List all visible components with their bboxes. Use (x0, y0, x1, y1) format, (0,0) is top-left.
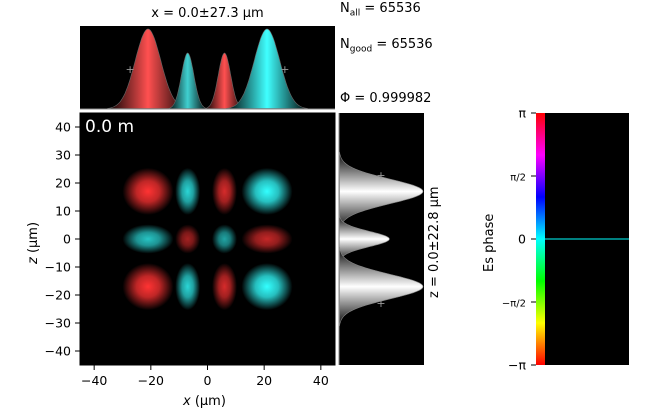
x-tick-label: 0 (204, 373, 212, 388)
colorbar-tick-label: −π (508, 358, 526, 373)
colorbar-tick-label: π/2 (510, 173, 526, 184)
hue-colorbar (536, 113, 545, 365)
colorbar-label: Es phase (482, 213, 497, 272)
spot-r1-c0 (122, 224, 174, 254)
main-plot-bg (80, 113, 335, 365)
distance-annotation: 0.0 m (85, 117, 134, 137)
spot-r2-c1 (175, 263, 201, 311)
x-axis-label: x (μm) (183, 394, 226, 409)
spot-r2-c0 (122, 263, 174, 311)
spot-r0-c0 (122, 167, 174, 215)
top-peak-1 (167, 52, 208, 109)
colorbar-tick-label: −π/2 (502, 299, 526, 310)
z-stat-title: z = 0.0±22.8 μm (427, 186, 442, 298)
spot-r2-c3 (241, 263, 293, 311)
y-tick-label: 10 (55, 204, 71, 219)
spot-r0-c1 (175, 167, 201, 215)
phase-colorbar: π π/2 0 −π/2 −π (502, 106, 629, 373)
x-sigma-marker: + (126, 63, 135, 76)
side-peak-0 (339, 151, 424, 231)
y-tick-label: −10 (45, 260, 71, 275)
spot-r1-c3 (241, 224, 293, 254)
spot-r1-c2 (212, 224, 237, 254)
y-tick-label: −20 (45, 288, 71, 303)
spot-r1-c1 (175, 224, 201, 254)
side-peak-1 (339, 214, 390, 264)
y-tick-label: 0 (63, 232, 71, 247)
top-histogram: + + (80, 26, 335, 110)
spot-r0-c2 (212, 167, 237, 215)
side-peak-2 (339, 247, 424, 327)
top-histogram-bg (80, 26, 335, 109)
phi-label: Φ = 0.999982 (340, 91, 432, 106)
y-tick-label: 30 (55, 148, 71, 163)
colorbar-tick-label: 0 (518, 232, 526, 247)
y-axis-label: z (μm) (26, 221, 41, 264)
main-plot: −40 −20 0 20 40 40 30 20 10 0 −10 −20 −30 −40 (45, 112, 336, 388)
z-sigma-marker: + (376, 297, 385, 310)
x-sigma-marker: + (280, 63, 289, 76)
x-tick-label: −20 (138, 373, 164, 388)
y-tick-label: −30 (45, 316, 71, 331)
n-good-label: Ngood = 65536 (340, 37, 433, 55)
y-tick-label: 20 (55, 176, 71, 191)
z-sigma-marker: + (376, 169, 385, 182)
side-histogram: ++ (338, 113, 424, 365)
n-all-label: Nall = 65536 (340, 1, 421, 19)
y-tick-label: 40 (55, 120, 71, 135)
x-tick-label: 40 (313, 373, 329, 388)
x-tick-label: −40 (81, 373, 107, 388)
top-peak-3 (226, 28, 308, 109)
y-tick-label: −40 (45, 344, 71, 359)
x-tick-label: 20 (256, 373, 272, 388)
spot-r0-c3 (241, 167, 293, 215)
colorbar-tick-label: π (518, 106, 526, 121)
x-stat-title: x = 0.0±27.3 μm (151, 6, 264, 21)
spot-r2-c2 (212, 263, 237, 311)
